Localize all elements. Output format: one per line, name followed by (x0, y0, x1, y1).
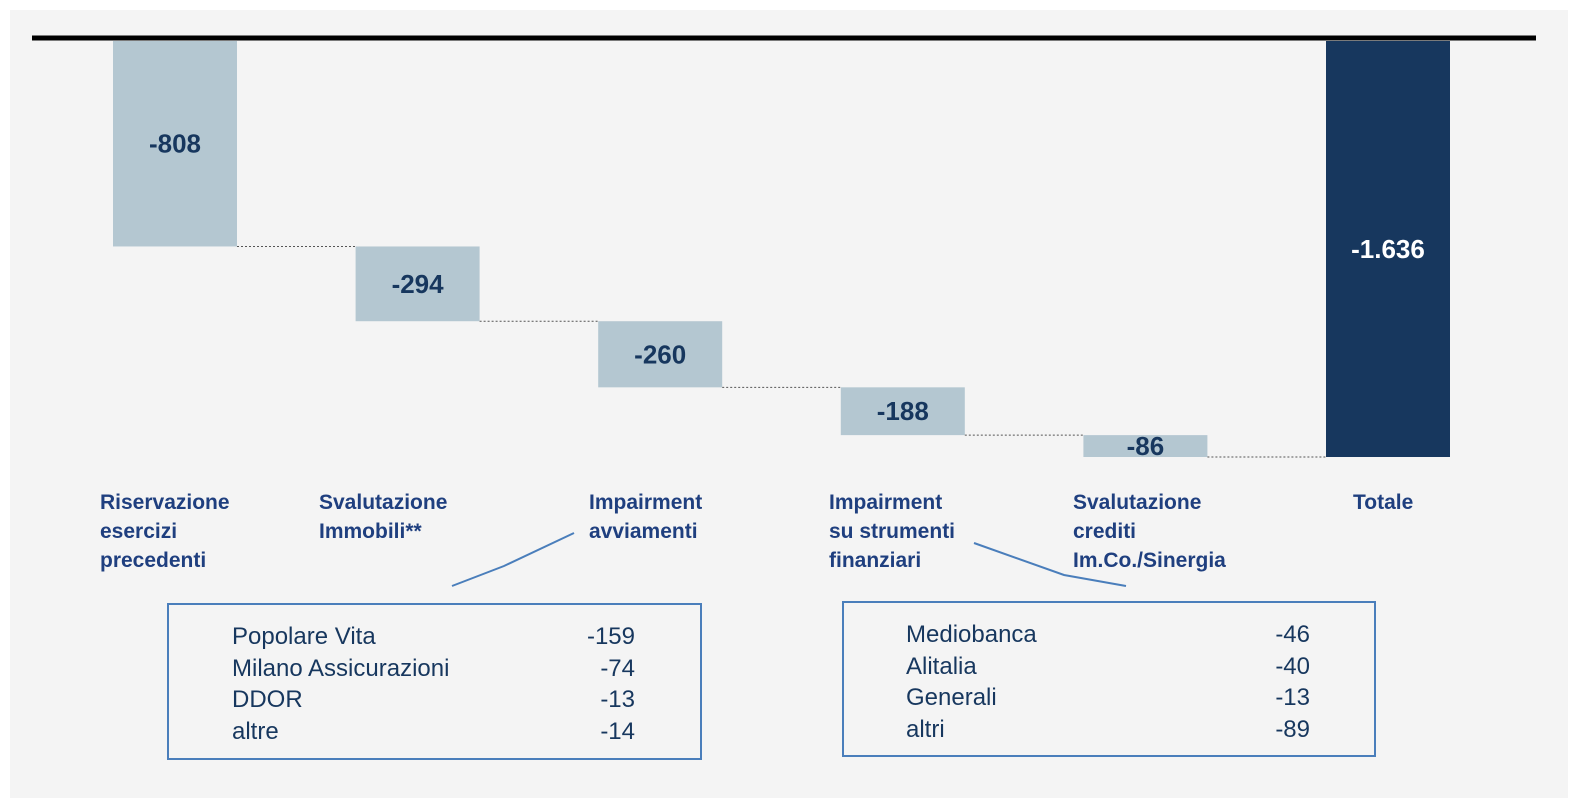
row-name: altre (232, 717, 279, 745)
category-label: Svalutazione crediti Im.Co./Sinergia (1073, 491, 1226, 572)
bar (355, 246, 480, 322)
value-label: -808 (149, 129, 201, 159)
value-label: -260 (634, 339, 686, 369)
row-name: Milano Assicurazioni (232, 654, 450, 682)
row-name: Generali (906, 684, 997, 711)
breakdown-box: Popolare Vita -159 Milano Assicurazioni -74… (167, 603, 702, 760)
row-value: -14 (600, 717, 635, 745)
bar (1326, 41, 1450, 457)
row-name: Popolare Vita (232, 623, 376, 650)
row-value: -74 (600, 654, 635, 682)
category-label: Impairment su strumenti finanziari (829, 491, 956, 572)
connector (451, 532, 575, 587)
row-name: DDOR (232, 686, 303, 713)
bar (1083, 435, 1208, 457)
row-name: altri (906, 715, 945, 743)
chart: -808 -294 -260 -188 -86 -1.636 (32, 35, 1536, 587)
value-label: -86 (1127, 431, 1165, 461)
value-label: -294 (392, 269, 445, 299)
category-label: Impairment avviamenti (589, 491, 703, 543)
value-label: -188 (877, 396, 929, 426)
value-label: -1.636 (1351, 234, 1425, 264)
bar (113, 41, 237, 247)
row-value: -13 (1275, 684, 1310, 711)
row-value: -159 (586, 623, 635, 650)
row-value: -40 (1275, 652, 1310, 680)
breakdown-box: Mediobanca -46 Alitalia -40 Generali -13 altri… (842, 601, 1376, 757)
row-name: Alitalia (906, 652, 977, 680)
category-label: Svalutazione Immobili** (319, 491, 448, 543)
connector (973, 542, 1127, 587)
category-label: Totale (1353, 491, 1414, 514)
row-value: -46 (1275, 621, 1310, 648)
category-label: Riservazione esercizi precedenti (100, 491, 230, 572)
page: -808 -294 -260 -188 -86 -1.636 Riservazione e… (10, 10, 1568, 798)
bar (840, 387, 965, 436)
row-value: -89 (1275, 715, 1310, 743)
row-value: -13 (600, 686, 635, 713)
bar (598, 321, 723, 388)
row-name: Mediobanca (906, 621, 1037, 648)
